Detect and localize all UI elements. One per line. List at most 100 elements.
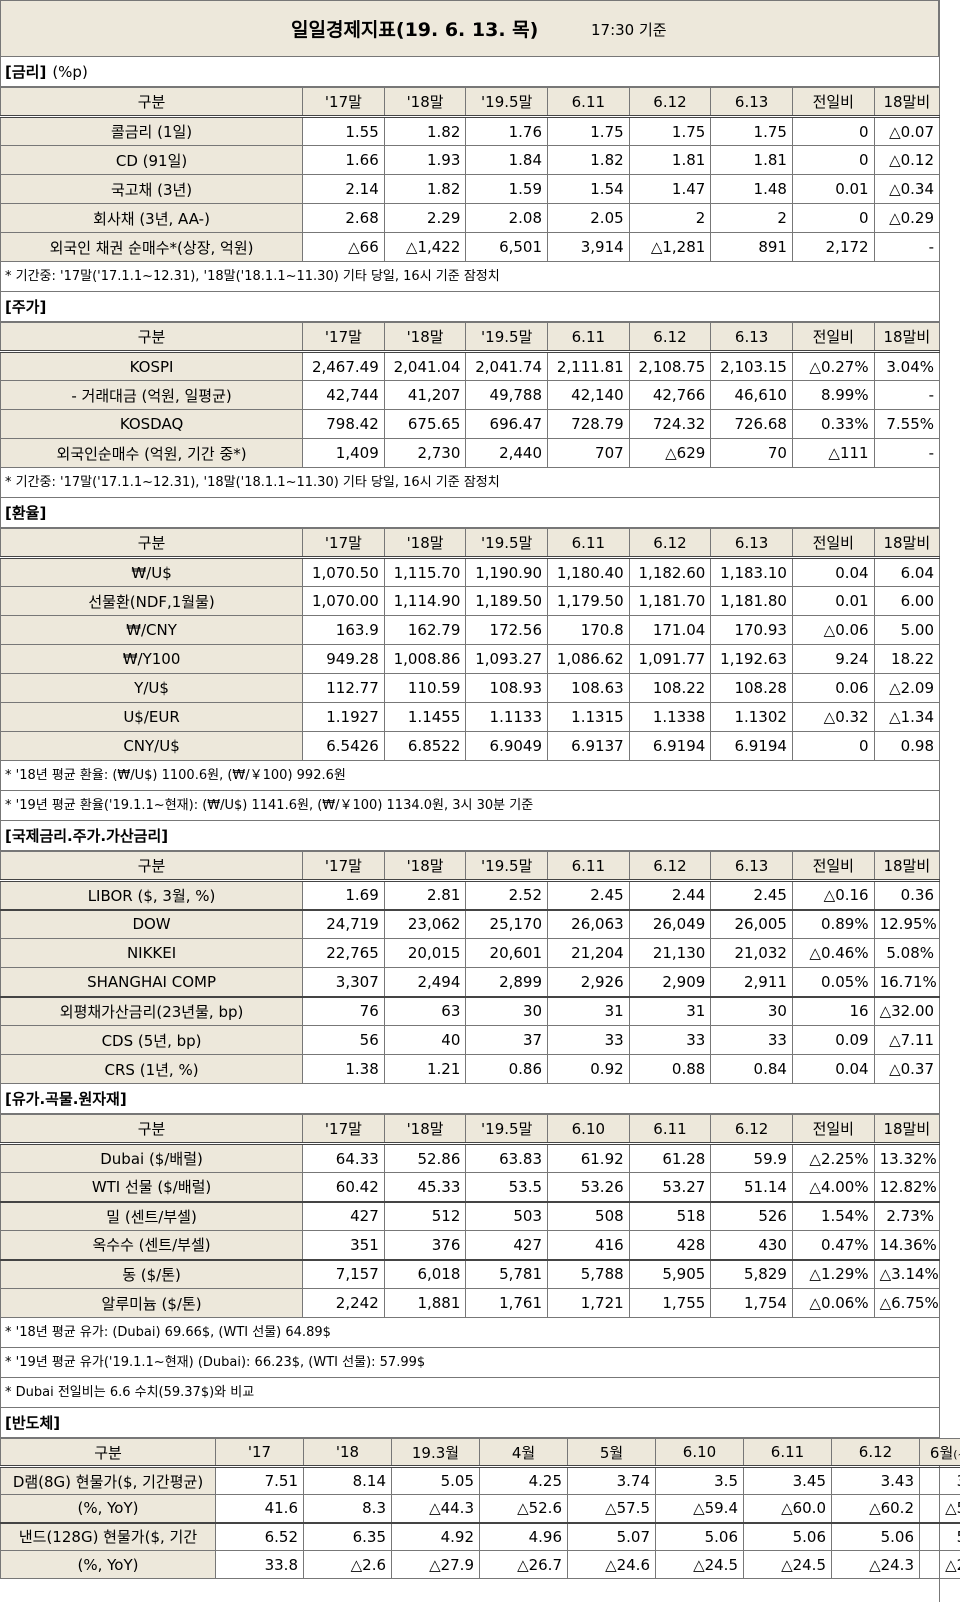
rates-cell: △0.12 xyxy=(873,145,941,175)
commod-cell: 427 xyxy=(302,1200,385,1231)
semi-col-header-4: 4월 xyxy=(479,1438,568,1468)
stocks-cell: 2,108.75 xyxy=(628,351,712,381)
intl-col-header-0: 구분 xyxy=(0,851,304,882)
intl-cell: 21,032 xyxy=(710,938,793,968)
commod-cell: 518 xyxy=(628,1200,712,1231)
fx-col-label: 6.13 xyxy=(734,533,769,552)
table-row: ₩/U$ 1,070.50 1,115.70 1,190.90 1,180.40 1,18… xyxy=(0,557,941,587)
intl-cell: 30 xyxy=(465,995,549,1026)
commod-cell: 526 xyxy=(710,1200,793,1231)
table-row: 선물환(NDF,1월물) 1,070.00 1,114.90 1,189.50 1,17… xyxy=(0,586,941,616)
rates-cell: 2 xyxy=(710,203,793,233)
header-row: 구분 '17말 '18말 '19.5말 6.11 6.12 6.13 전일비 18말비 xyxy=(0,87,941,118)
intl-cell: 1.21 xyxy=(383,1054,467,1084)
rates-cell: 2.08 xyxy=(465,203,549,233)
commod-table: 구분 '17말 '18말 '19.5말 6.10 6.11 6.12 전일비 18말비 Dubai… xyxy=(0,1114,941,1318)
semi-cell: △58.3 xyxy=(919,1494,960,1523)
commod-note-2: * '19년 평균 유가('19.1.1~현재) (Dubai): 66.23$… xyxy=(0,1348,939,1378)
stocks-col-label: '17말 xyxy=(324,328,362,346)
semi-cell: 3.45 xyxy=(743,1466,832,1495)
semi-cell: 8.14 xyxy=(303,1466,392,1495)
semi-col-header-3: 19.3월 xyxy=(391,1438,480,1468)
stocks-cell: 42,766 xyxy=(628,380,712,410)
fx-col-label: 전일비 xyxy=(812,534,854,552)
intl-cell: △0.46% xyxy=(791,938,875,968)
intl-cell: △7.11 xyxy=(873,1025,941,1055)
intl-cell: 1.69 xyxy=(302,880,385,910)
fx-col-header-5: 6.12 xyxy=(628,528,712,559)
stocks-col-header-7: 전일비 xyxy=(791,322,875,353)
commod-cell: 508 xyxy=(547,1200,630,1231)
table-row: 알루미늄 ($/톤) 2,242 1,881 1,761 1,721 1,755 1,754… xyxy=(0,1288,941,1318)
fx-cell: 1.1302 xyxy=(710,702,793,732)
stocks-col-label: 6.11 xyxy=(571,327,606,346)
title-bar: 일일경제지표(19. 6. 13. 목) 17:30 기준 xyxy=(0,0,939,57)
rates-cell: 2 xyxy=(628,203,712,233)
intl-cell: 2.45 xyxy=(547,880,630,910)
fx-cell: 1.1315 xyxy=(547,702,630,732)
semi-cell: 41.6 xyxy=(215,1494,304,1523)
intl-col-header-1: '17말 xyxy=(302,851,385,882)
stocks-cell: 42,140 xyxy=(547,380,630,410)
semi-row-label: D램(8G) 현물가($, 기간평균) xyxy=(0,1466,216,1495)
fx-row-label: 선물환(NDF,1월물) xyxy=(0,586,304,616)
semi-col-label: 6.10 xyxy=(682,1443,717,1461)
header-row: 구분 '17말 '18말 '19.5말 6.11 6.12 6.13 전일비 18말비 xyxy=(0,528,941,559)
semi-col-label: 구분 xyxy=(94,1443,122,1462)
commod-cell: 60.42 xyxy=(302,1172,385,1202)
semi-cell: △24.5 xyxy=(655,1550,744,1579)
commod-cell: △4.00% xyxy=(791,1172,875,1202)
rates-row-label: 외국인 채권 순매수*(상장, 억원) xyxy=(0,232,304,262)
fx-row-label: ₩/Y100 xyxy=(0,644,304,674)
rates-col-label: '18말 xyxy=(406,93,444,111)
intl-col-label: '19.5말 xyxy=(481,857,533,875)
commod-cell: △3.14% xyxy=(873,1258,941,1289)
rates-col-label: 18말비 xyxy=(883,93,931,111)
fx-row-label: ₩/U$ xyxy=(0,557,304,587)
semi-col-header-2: '18 xyxy=(303,1438,392,1468)
fx-col-label: 6.11 xyxy=(571,533,606,552)
fx-cell: 6.04 xyxy=(873,557,941,587)
intl-cell: 3,307 xyxy=(302,967,385,997)
commod-col-label: '18말 xyxy=(406,1120,444,1138)
semi-row-label: 낸드(128G) 현물가($, 기간 xyxy=(0,1521,216,1551)
table-row: ₩/Y100 949.28 1,008.86 1,093.27 1,086.62 1,09… xyxy=(0,644,941,674)
fx-cell: 1.1338 xyxy=(628,702,712,732)
fx-cell: 6.9194 xyxy=(628,731,712,761)
commod-note-3: * Dubai 전일비는 6.6 수치(59.37$)와 비교 xyxy=(0,1378,939,1408)
intl-section-title: [국제금리.주가.가산금리] xyxy=(0,821,939,851)
commod-col-header-8: 18말비 xyxy=(873,1114,941,1145)
rates-cell: △1,281 xyxy=(628,232,712,262)
intl-col-header-5: 6.12 xyxy=(628,851,712,882)
fx-cell: 1,070.00 xyxy=(302,586,385,616)
stocks-cell: 49,788 xyxy=(465,380,549,410)
semi-cell: 5.06 xyxy=(743,1521,832,1551)
stocks-cell: 2,440 xyxy=(465,438,549,468)
page-title: 일일경제지표(19. 6. 13. 목) xyxy=(291,19,539,41)
semi-row-label: (%, YoY) xyxy=(0,1550,216,1579)
fx-cell: 108.93 xyxy=(465,673,549,703)
header-row: 구분 '17 '18 19.3월 4월 5월 6.10 6.11 6.12 6월(~10) xyxy=(0,1438,960,1468)
commod-col-header-7: 전일비 xyxy=(791,1114,875,1145)
commod-cell: 416 xyxy=(547,1230,630,1260)
fx-cell: 112.77 xyxy=(302,673,385,703)
fx-cell: 0.04 xyxy=(791,557,875,587)
fx-cell: 1,181.70 xyxy=(628,586,712,616)
fx-col-header-2: '18말 xyxy=(383,528,467,559)
intl-row-label: NIKKEI xyxy=(0,938,304,968)
rates-col-header-1: '17말 xyxy=(302,87,385,118)
fx-cell: 170.8 xyxy=(547,615,630,645)
header-row: 구분 '17말 '18말 '19.5말 6.11 6.12 6.13 전일비 18말비 xyxy=(0,851,941,882)
semi-cell: 3.5 xyxy=(655,1466,744,1495)
semi-cell: 5.06 xyxy=(831,1521,920,1551)
commod-cell: 428 xyxy=(628,1230,712,1260)
rates-row-label: 콜금리 (1일) xyxy=(0,116,304,146)
fx-col-label: 6.12 xyxy=(653,533,687,552)
fx-cell: 6.9049 xyxy=(465,731,549,761)
rates-cell: 2,172 xyxy=(791,232,875,262)
stocks-col-header-0: 구분 xyxy=(0,322,304,353)
intl-cell: 63 xyxy=(383,995,467,1026)
commod-cell: 1,754 xyxy=(710,1288,793,1318)
semi-col-label: 6.11 xyxy=(770,1443,805,1461)
intl-col-header-3: '19.5말 xyxy=(465,851,549,882)
